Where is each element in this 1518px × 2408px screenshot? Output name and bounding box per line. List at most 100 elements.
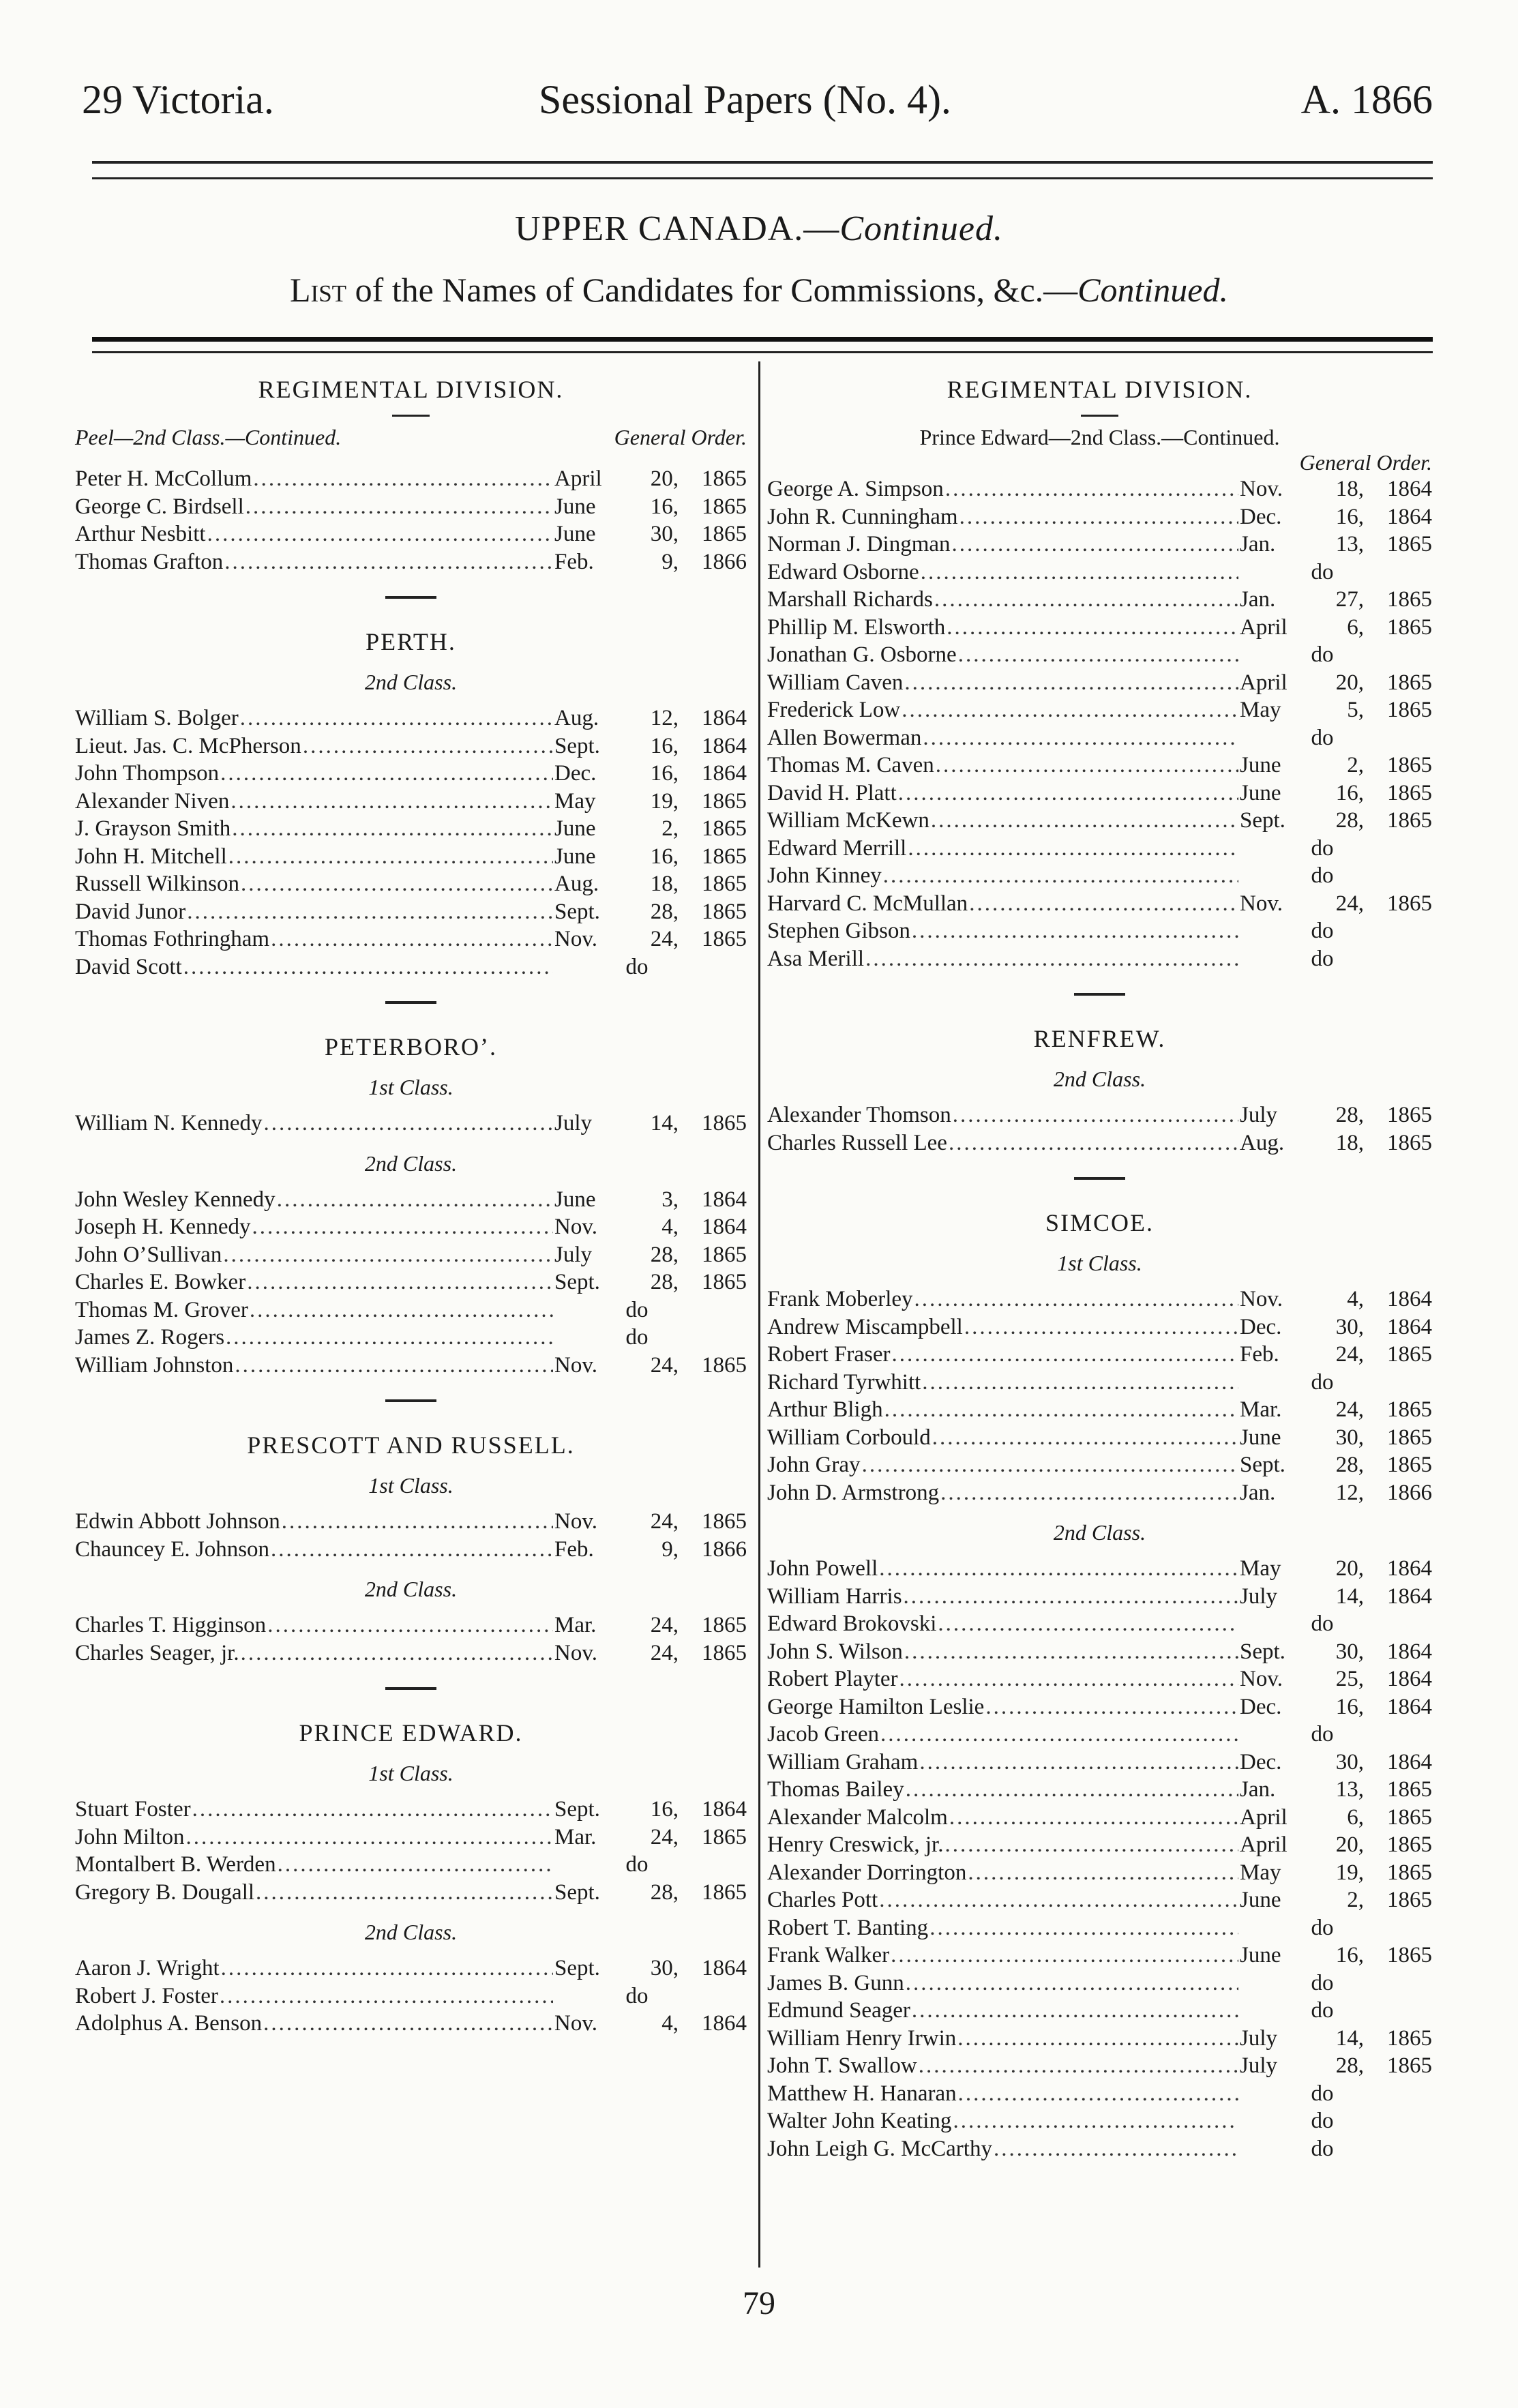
candidate-row: David Scott do	[75, 953, 747, 981]
dot-leader	[880, 1721, 1238, 1749]
year-label: A. 1866	[1300, 77, 1433, 122]
dot-leader	[902, 696, 1238, 724]
order-year: 1865	[702, 788, 747, 814]
candidate-name: Matthew H. Hanaran	[767, 2081, 957, 2106]
order-day: 14,	[650, 1111, 679, 1135]
heading-dash	[1081, 415, 1118, 417]
order-month: Sept.	[554, 899, 600, 924]
order-day: 2,	[1347, 753, 1364, 777]
section-divider	[1074, 1177, 1125, 1180]
order-day: 19,	[650, 788, 679, 814]
order-day: 18,	[1335, 1130, 1364, 1155]
candidate-name: John D. Armstrong	[767, 1480, 940, 1505]
running-head: 29 Victoria. Sessional Papers (No. 4). A…	[82, 76, 1433, 131]
order-year: 1865	[1387, 698, 1432, 722]
order-year: 1865	[702, 816, 747, 841]
order-month: Feb.	[1240, 1342, 1279, 1367]
ditto-mark: do	[1311, 1998, 1334, 2023]
candidate-row: Andrew Miscampbell Dec. 30, 1864	[767, 1313, 1432, 1341]
dot-leader	[235, 1352, 553, 1380]
order-year: 1864	[702, 1956, 747, 1980]
candidate-row: John Wesley Kennedy June 3, 1864	[75, 1186, 747, 1214]
dot-leader	[247, 1268, 553, 1296]
order-year: 1865	[702, 1352, 747, 1378]
order-year: 1865	[702, 1824, 747, 1849]
order-month: Nov.	[554, 1640, 597, 1665]
page-subtitle: List of the Names of Candidates for Comm…	[0, 270, 1518, 310]
class-heading: 2nd Class.	[364, 1577, 458, 1601]
section-heading: RENFREW.	[1033, 1025, 1166, 1052]
order-year: 1865	[1387, 1397, 1432, 1422]
page-number: 79	[743, 2285, 775, 2321]
candidate-row: William Corbould June 30, 1865	[767, 1424, 1432, 1452]
section-divider	[385, 596, 436, 599]
order-month: July	[1240, 1584, 1278, 1609]
candidate-name: Charles Seager, jr.	[75, 1640, 239, 1665]
dot-leader	[945, 475, 1238, 503]
candidate-row: William Johnston Nov. 24, 1865	[75, 1352, 747, 1380]
subtitle-continued: Continued.	[1077, 271, 1228, 309]
order-year: 1865	[702, 1111, 747, 1135]
dot-leader	[906, 1776, 1238, 1804]
candidate-row: John S. Wilson Sept. 30, 1864	[767, 1638, 1432, 1666]
general-order-label: General Order.	[1299, 450, 1432, 475]
order-year: 1864	[1387, 1639, 1432, 1664]
candidate-name: Stuart Foster	[75, 1797, 191, 1822]
order-month: July	[1240, 2025, 1278, 2051]
candidate-name: Thomas Fothringham	[75, 927, 270, 951]
candidate-name: John R. Cunningham	[767, 504, 958, 529]
order-month: June	[1240, 780, 1281, 805]
order-day: 20,	[1335, 1832, 1364, 1857]
candidate-name: William Caven	[767, 670, 904, 695]
candidate-row: Frederick Low May 5, 1865	[767, 696, 1432, 724]
candidate-name: Thomas M. Caven	[767, 753, 934, 777]
candidate-row: John Milton Mar. 24, 1865	[75, 1824, 747, 1852]
candidate-row: Charles Pott June 2, 1865	[767, 1886, 1432, 1914]
order-day: 25,	[1335, 1667, 1364, 1691]
class-heading: 1st Class.	[368, 1761, 453, 1785]
candidate-row: Edward Merrill do	[767, 835, 1432, 863]
candidate-row: Walter John Keating do	[767, 2107, 1432, 2135]
candidate-row: Alexander Malcolm April 6, 1865	[767, 1804, 1432, 1832]
candidate-name: Peter H. McCollum	[75, 466, 252, 491]
candidate-row: Russell Wilkinson Aug. 18, 1865	[75, 870, 747, 898]
order-month: Mar.	[554, 1613, 597, 1637]
order-month: Aug.	[554, 706, 599, 730]
order-year: 1865	[1387, 1425, 1432, 1450]
order-month: July	[554, 1242, 593, 1267]
dot-leader	[912, 1997, 1238, 2025]
candidate-row: Stuart Foster Sept. 16, 1864	[75, 1796, 747, 1824]
order-day: 16,	[1335, 1694, 1364, 1719]
candidate-row: John Powell May 20, 1864	[767, 1555, 1432, 1583]
candidate-name: Edward Brokovski	[767, 1611, 937, 1636]
order-year: 1865	[1387, 587, 1432, 612]
order-month: Dec.	[1240, 1694, 1282, 1719]
candidate-name: Joseph H. Kennedy	[75, 1215, 251, 1239]
order-day: 18,	[1335, 477, 1364, 501]
order-month: Sept.	[554, 1797, 600, 1822]
candidate-name: James Z. Rogers	[75, 1325, 225, 1350]
order-month: Nov.	[554, 1509, 597, 1534]
order-year: 1864	[1387, 1667, 1432, 1691]
candidate-name: George Hamilton Leslie	[767, 1694, 985, 1719]
candidate-row: Gregory B. Dougall Sept. 28, 1865	[75, 1879, 747, 1907]
candidate-name: Marshall Richards	[767, 587, 933, 612]
dot-leader	[968, 1859, 1238, 1887]
dot-leader	[223, 1241, 553, 1269]
dot-leader	[938, 1610, 1238, 1638]
candidate-name: Robert J. Foster	[75, 1983, 218, 2008]
candidate-row: Arthur Nesbitt June 30, 1865	[75, 520, 747, 548]
candidate-row: Peter H. McCollum April 20, 1865	[75, 465, 747, 493]
session-label: 29 Victoria.	[82, 77, 274, 122]
order-year: 1865	[1387, 1888, 1432, 1912]
candidate-name: Henry Creswick, jr.	[767, 1832, 944, 1857]
ditto-mark: do	[1311, 835, 1334, 861]
ditto-mark: do	[1311, 559, 1334, 584]
order-month: April	[1240, 1832, 1288, 1857]
order-day: 30,	[1335, 1314, 1364, 1339]
order-year: 1865	[702, 1509, 747, 1534]
order-day: 24,	[650, 1824, 679, 1849]
candidate-name: Charles Russell Lee	[767, 1130, 947, 1155]
candidate-row: Alexander Niven May 19, 1865	[75, 788, 747, 816]
order-day: 24,	[650, 1509, 679, 1534]
